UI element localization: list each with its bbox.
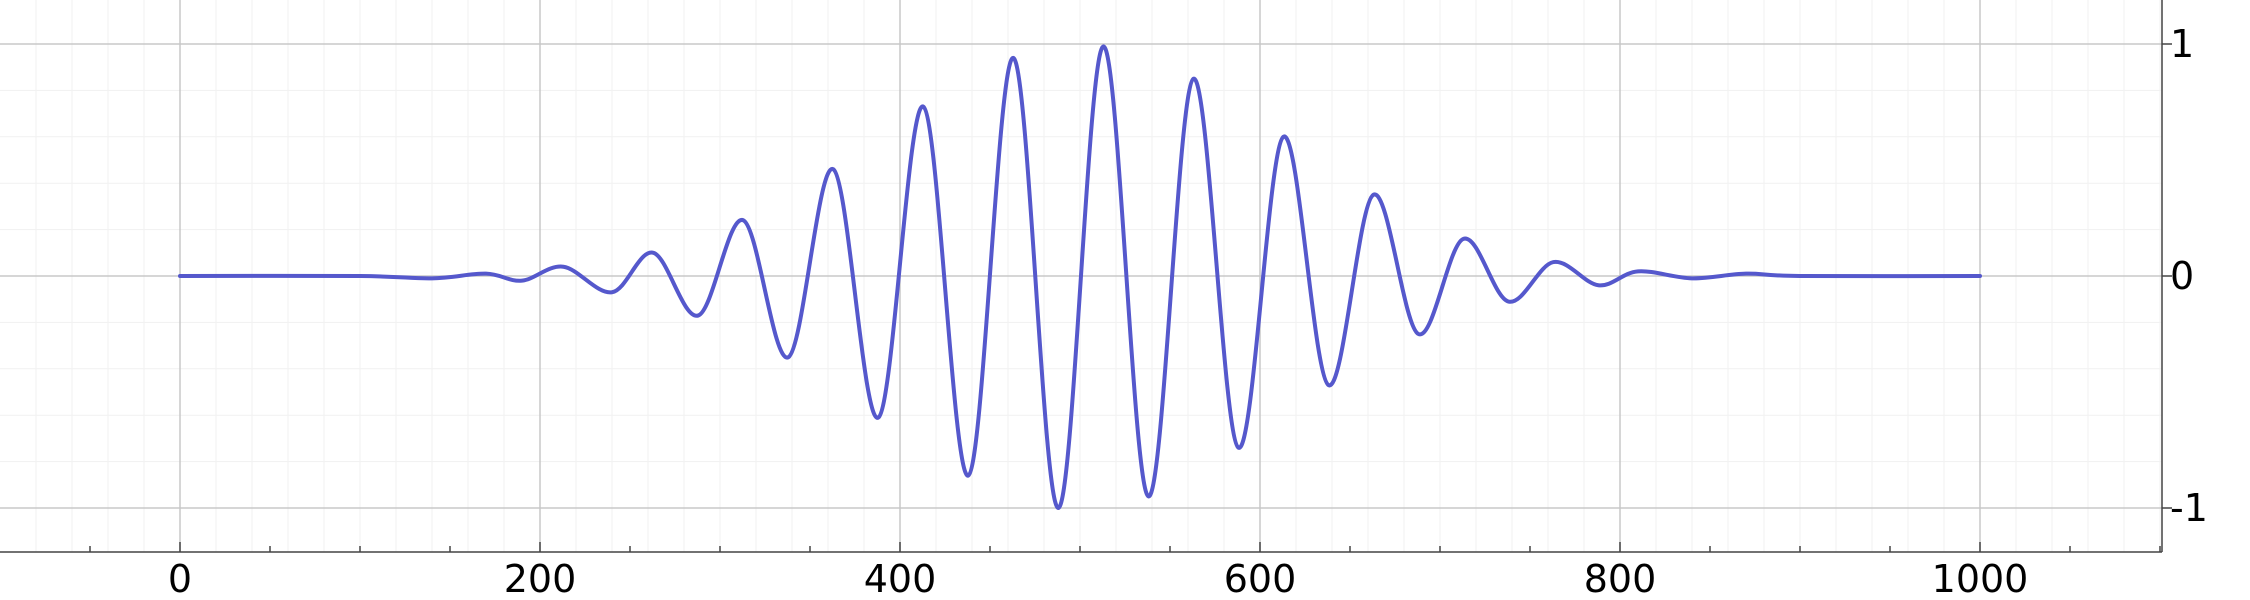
series-layer <box>178 44 1982 511</box>
y-tick-label: 1 <box>2170 22 2194 66</box>
y-tick-label: -1 <box>2170 486 2208 530</box>
x-tick-label: 600 <box>1224 557 1297 600</box>
x-tick-label: 800 <box>1584 557 1657 600</box>
x-tick-label: 0 <box>168 557 192 600</box>
x-tick-label: 1000 <box>1932 557 2029 600</box>
y-tick-label: 0 <box>2170 254 2194 298</box>
x-tick-label: 400 <box>864 557 937 600</box>
series-line <box>178 44 1982 511</box>
x-tick-label: 200 <box>504 557 577 600</box>
axes <box>0 0 2172 553</box>
tick-labels: 0 200 400 600 800 1000 -1 0 1 <box>168 22 2208 600</box>
